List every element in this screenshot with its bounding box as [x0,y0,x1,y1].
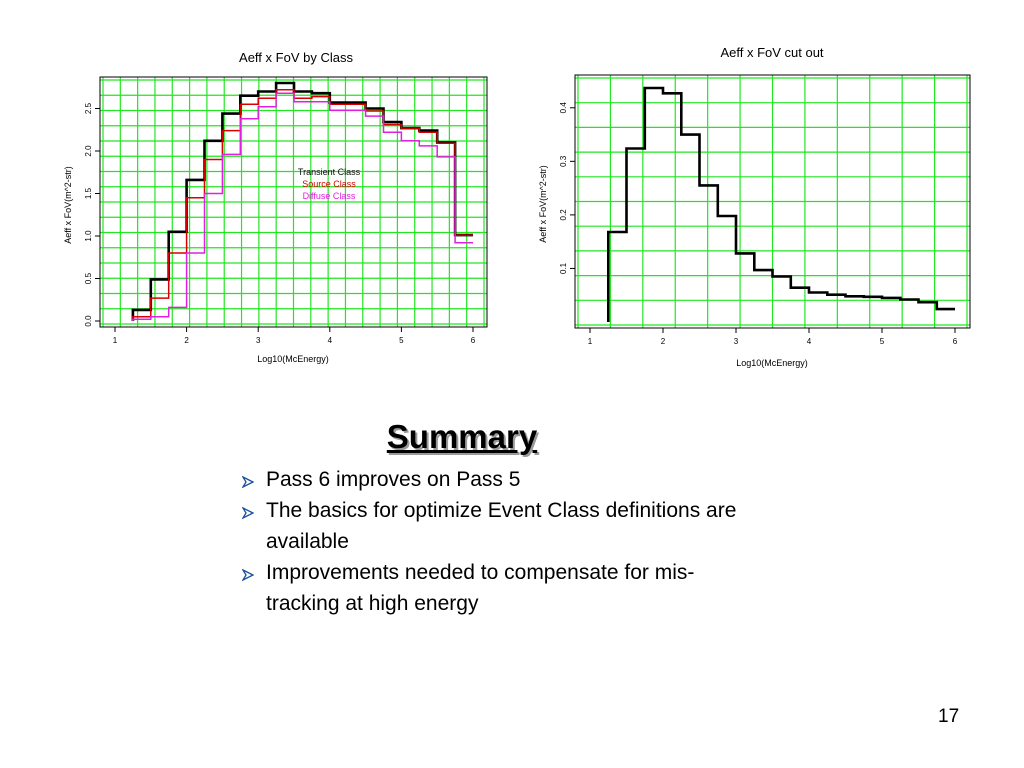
chart-title: Aeff x FoV by Class [239,50,353,65]
series-line [132,89,473,321]
x-axis-label: Log10(McEnergy) [257,354,329,364]
bullet-text: Improvements needed to compensate for mi… [266,561,695,615]
x-tick-label: 2 [184,336,189,345]
chart-by-class: Aeff x FoV by Class 1 2 3 4 5 6 0.0 0.5 1.0 1.5 2.… [63,50,488,364]
legend-entry: Transient Class [298,167,361,177]
y-tick-label: 0.5 [84,272,93,284]
plot-frame [574,74,971,329]
page-number: 17 [938,706,960,727]
summary-title: Summary [386,418,538,455]
y-axis-label: Aeff x FoV(m^2-str) [63,166,73,244]
list-item: Improvements needed to compensate for mi… [240,557,760,619]
x-tick-label: 1 [113,336,118,345]
y-tick-label: 0.1 [559,262,568,274]
legend-entry: Source Class [302,179,356,189]
legend-entry: Diffuse Class [303,191,356,201]
x-tick-label: 3 [256,336,261,345]
y-tick-label: 2.0 [84,145,93,157]
y-tick-label: 1.0 [84,230,93,242]
bullet-text: The basics for optimize Event Class defi… [266,499,737,553]
y-tick-label: 0.0 [84,315,93,327]
list-item: The basics for optimize Event Class defi… [240,495,760,557]
y-tick-label: 0.3 [559,155,568,167]
chart-title: Aeff x FoV cut out [720,45,823,60]
x-tick-label: 1 [588,337,593,346]
list-item: Pass 6 improves on Pass 5 [240,464,760,495]
x-tick-label: 6 [953,337,958,346]
series-line [132,92,473,321]
legend: Transient Class Source Class Diffuse Cla… [298,167,361,201]
x-tick-label: 4 [807,337,812,346]
x-tick-label: 4 [328,336,333,345]
y-tick-label: 0.2 [559,209,568,221]
chart-figures: Aeff x FoV by Class 1 2 3 4 5 6 0.0 0.5 1.0 1.5 2.… [63,45,971,368]
x-tick-label: 2 [661,337,666,346]
x-axis-label: Log10(McEnergy) [736,358,808,368]
x-tick-label: 5 [880,337,885,346]
y-axis-label: Aeff x FoV(m^2-str) [538,165,548,243]
x-tick-label: 5 [399,336,404,345]
chart-cut-out: Aeff x FoV cut out 1 2 3 4 5 6 0.1 0.2 0.3 0.4 Lo… [538,45,971,368]
summary-list: Pass 6 improves on Pass 5 The basics for… [240,464,760,619]
bullet-text: Pass 6 improves on Pass 5 [266,468,521,491]
x-tick-label: 3 [734,337,739,346]
series-line [607,86,955,322]
y-tick-label: 1.5 [84,187,93,199]
x-tick-label: 6 [471,336,476,345]
y-tick-label: 0.4 [559,102,568,114]
y-tick-label: 2.5 [84,102,93,114]
plot-frame [99,76,488,328]
